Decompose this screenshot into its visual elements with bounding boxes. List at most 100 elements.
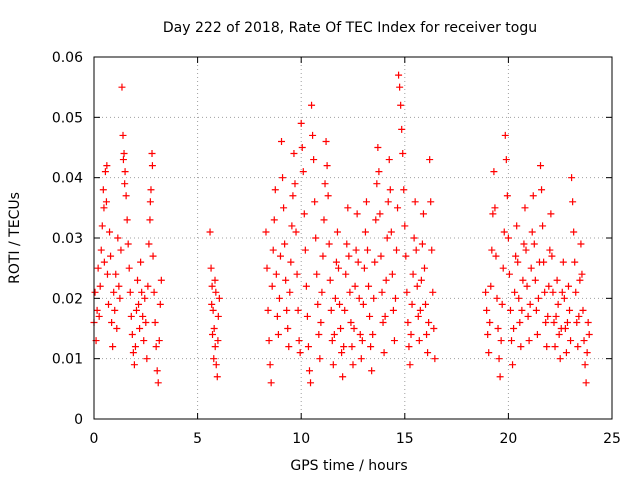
data-point-marker: [482, 288, 490, 296]
data-point-marker: [499, 264, 507, 272]
data-point-marker: [208, 282, 216, 290]
data-point-marker: [282, 276, 290, 284]
data-point-marker: [514, 258, 522, 266]
data-point-marker: [286, 288, 294, 296]
data-point-marker: [344, 204, 352, 212]
data-markers: [90, 71, 593, 387]
x-tick-label: 0: [90, 431, 99, 447]
data-point-marker: [380, 349, 388, 357]
data-point-marker: [567, 337, 575, 345]
data-point-marker: [553, 276, 561, 284]
data-point-marker: [550, 318, 558, 326]
data-point-marker: [154, 379, 162, 387]
data-point-marker: [320, 216, 328, 224]
data-point-marker: [402, 252, 410, 260]
data-point-marker: [345, 252, 353, 260]
data-point-marker: [130, 361, 138, 369]
data-point-marker: [311, 198, 319, 206]
data-point-marker: [360, 264, 368, 272]
data-point-marker: [105, 300, 113, 308]
data-point-marker: [326, 276, 334, 284]
data-point-marker: [393, 246, 401, 254]
data-point-marker: [351, 282, 359, 290]
data-point-marker: [288, 222, 296, 230]
data-point-marker: [532, 306, 540, 314]
y-tick-label: 0.03: [52, 231, 83, 247]
data-point-marker: [106, 228, 114, 236]
data-point-marker: [517, 343, 525, 351]
data-point-marker: [401, 222, 409, 230]
data-point-marker: [337, 325, 345, 332]
data-point-marker: [298, 144, 306, 151]
data-point-marker: [211, 343, 219, 351]
data-point-marker: [300, 210, 308, 218]
data-point-marker: [384, 198, 392, 206]
data-point-marker: [518, 306, 526, 314]
data-point-marker: [405, 343, 413, 351]
data-point-marker: [112, 270, 120, 278]
data-point-marker: [427, 198, 435, 206]
data-point-marker: [364, 246, 372, 254]
data-point-marker: [140, 337, 148, 345]
data-point-marker: [515, 294, 523, 302]
data-point-marker: [412, 246, 420, 254]
data-point-marker: [529, 192, 537, 200]
data-point-marker: [527, 264, 535, 272]
data-point-marker: [152, 343, 160, 351]
data-point-marker: [503, 192, 511, 200]
data-point-marker: [374, 144, 382, 151]
data-point-marker: [100, 258, 108, 266]
data-point-marker: [396, 83, 404, 91]
data-point-marker: [108, 318, 116, 326]
data-point-marker: [147, 186, 155, 194]
data-point-marker: [415, 337, 423, 345]
data-point-marker: [505, 270, 513, 278]
data-point-marker: [317, 318, 325, 326]
data-point-marker: [127, 312, 135, 320]
data-point-marker: [150, 288, 158, 296]
data-point-marker: [336, 300, 344, 308]
data-point-marker: [410, 234, 418, 242]
data-point-marker: [522, 246, 530, 254]
data-point-marker: [417, 276, 425, 284]
data-point-marker: [425, 318, 433, 326]
data-point-marker: [577, 240, 585, 248]
data-point-marker: [398, 125, 406, 133]
data-point-marker: [327, 306, 335, 314]
data-point-marker: [348, 343, 356, 351]
data-point-marker: [281, 240, 289, 248]
data-point-marker: [339, 373, 347, 381]
data-point-marker: [556, 355, 564, 363]
data-point-marker: [94, 264, 102, 272]
data-point-marker: [512, 252, 520, 260]
data-point-marker: [378, 288, 386, 296]
data-point-marker: [413, 282, 421, 290]
chart-title: Day 222 of 2018, Rate Of TEC Index for r…: [163, 20, 537, 36]
data-point-marker: [206, 228, 214, 236]
data-point-marker: [264, 306, 272, 314]
data-point-marker: [483, 306, 491, 314]
data-point-marker: [156, 300, 164, 308]
data-point-marker: [98, 222, 106, 230]
data-point-marker: [487, 282, 495, 290]
data-point-marker: [146, 216, 154, 224]
data-point-marker: [385, 156, 393, 164]
data-point-marker: [539, 222, 547, 230]
data-point-marker: [578, 270, 586, 278]
data-point-marker: [349, 361, 357, 369]
data-point-marker: [528, 228, 536, 236]
data-point-marker: [568, 174, 576, 182]
data-point-marker: [370, 294, 378, 302]
data-point-marker: [569, 198, 577, 206]
data-point-marker: [375, 168, 383, 176]
data-point-marker: [521, 204, 529, 212]
data-point-marker: [136, 325, 144, 332]
data-point-marker: [137, 258, 145, 266]
data-point-marker: [297, 119, 305, 127]
data-point-marker: [422, 300, 430, 308]
data-point-marker: [124, 240, 132, 248]
data-point-marker: [492, 252, 500, 260]
data-point-marker: [581, 361, 589, 369]
data-point-marker: [540, 258, 548, 266]
data-point-marker: [328, 337, 336, 345]
